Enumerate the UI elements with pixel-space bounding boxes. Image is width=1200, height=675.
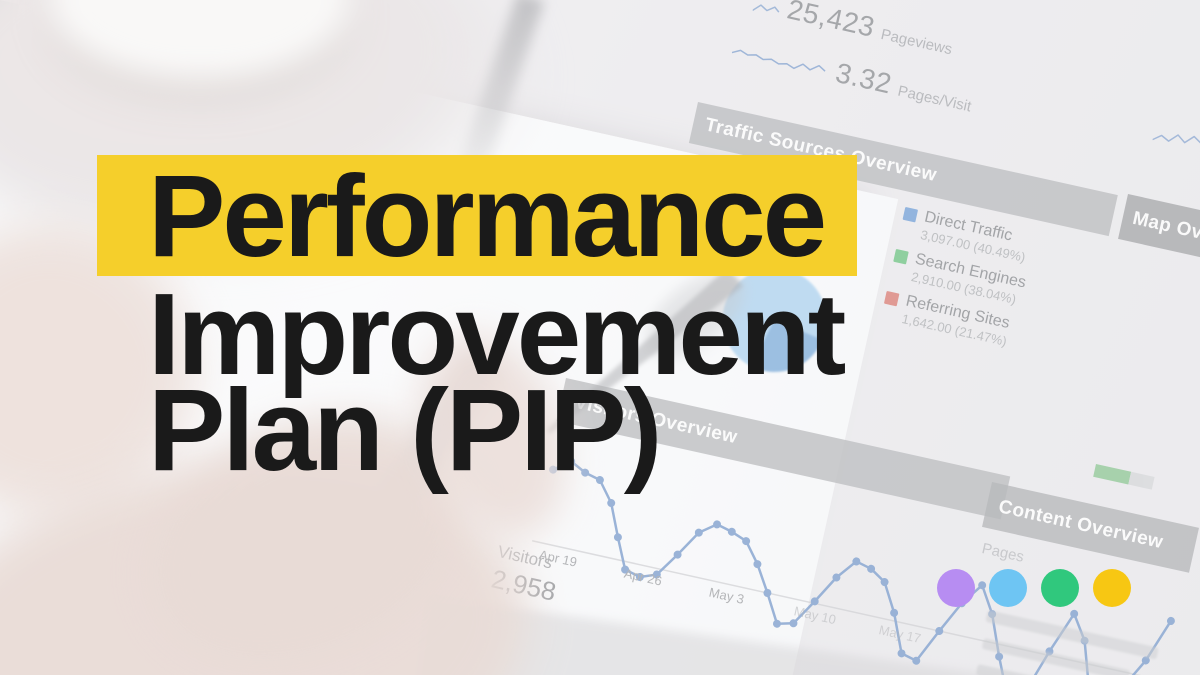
decor-dot-purple xyxy=(937,569,975,607)
decor-dot-blue xyxy=(989,569,1027,607)
decor-dot-yellow xyxy=(1093,569,1131,607)
title-highlight-box xyxy=(97,155,857,276)
title-line-3: Plan (PIP) xyxy=(148,365,662,495)
stylus-pen xyxy=(546,268,745,434)
visitors-line-chart: Apr 19 Apr 26 May 3 May 10 May 17 xyxy=(488,436,1200,675)
map-mini-sparkline xyxy=(1152,134,1200,144)
title-line-2: Improvement xyxy=(148,269,846,399)
title-line-1: Performance xyxy=(148,151,827,281)
pageviews-sparkline xyxy=(752,4,780,13)
decor-dot-green xyxy=(1041,569,1079,607)
pages-per-visit-stat: 3.32 Pages/Visit xyxy=(729,34,975,118)
visitors-chart-svg xyxy=(531,457,1187,675)
pageviews-stat: 25,423 Pageviews xyxy=(751,0,956,61)
pages-per-visit-sparkline xyxy=(731,49,826,72)
